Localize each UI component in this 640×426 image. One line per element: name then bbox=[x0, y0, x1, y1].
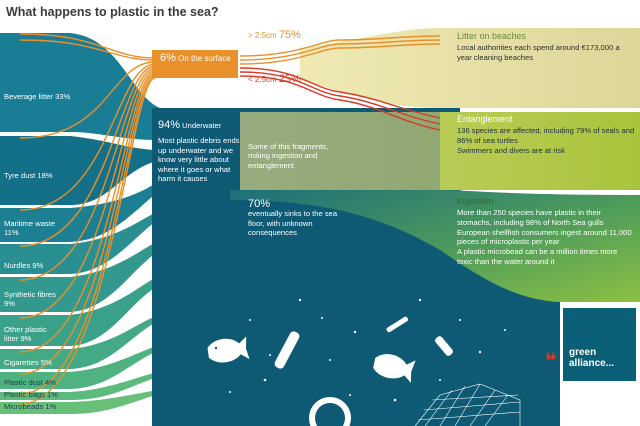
source-label-synthetic: Synthetic fibres 9% bbox=[4, 290, 56, 308]
green-alliance-logo: ❝ green alliance... bbox=[545, 308, 636, 381]
fragment-band bbox=[240, 112, 440, 190]
surface-pct: 6% bbox=[160, 52, 176, 64]
underwater-block: 94% Underwater Most plastic debris ends … bbox=[158, 119, 244, 184]
quote-mark-icon: ❝ bbox=[545, 350, 557, 372]
band-synthetic bbox=[0, 240, 160, 312]
outcome-beaches-band bbox=[300, 28, 640, 108]
outcome-beaches-title: Litter on beaches bbox=[457, 31, 527, 41]
underwater-text: Most plastic debris ends up underwater a… bbox=[158, 136, 240, 184]
sinks-text: eventually sinks to the sea floor, with … bbox=[248, 209, 338, 238]
outcome-ingestion-line-1: More than 250 species have plastic in th… bbox=[457, 208, 604, 227]
source-label-nurdles: Nurdles 9% bbox=[4, 261, 44, 270]
tyre-icon bbox=[309, 397, 351, 426]
logo-line-2: alliance... bbox=[569, 358, 615, 369]
band-bags bbox=[0, 372, 160, 400]
band-microbeads bbox=[0, 390, 160, 414]
outcome-ingestion-line-3: A plastic microbead can be a million tim… bbox=[457, 247, 618, 266]
bottle-icon bbox=[435, 336, 453, 356]
surface-box bbox=[152, 50, 238, 78]
fish-icon bbox=[207, 336, 250, 363]
band-cigarettes bbox=[0, 315, 160, 369]
fish-icon bbox=[373, 354, 416, 383]
outcome-ingestion-title: Ingestion bbox=[457, 196, 494, 206]
surface-text: On the surface bbox=[178, 54, 231, 63]
source-label-beverage: Beverage litter 33% bbox=[4, 92, 71, 101]
split-big-label: > 2.5cm bbox=[248, 31, 277, 40]
band-other bbox=[0, 275, 160, 346]
split-big: > 2.5cm 75% bbox=[248, 29, 301, 41]
source-label-cigarettes: Cigarettes 5% bbox=[4, 358, 52, 367]
surface-label: 6% On the surface bbox=[160, 52, 231, 64]
straw-icon bbox=[386, 316, 409, 333]
fragments-text: Some of this fragments, risking ingestio… bbox=[248, 142, 329, 170]
page-title: What happens to plastic in the sea? bbox=[6, 5, 219, 19]
split-small: < 2.5cm 25% bbox=[248, 73, 301, 85]
source-label-other: Other plastic litter 9% bbox=[4, 325, 47, 343]
net-icon bbox=[414, 383, 521, 426]
outcome-entanglement-title: Entanglement bbox=[457, 114, 513, 124]
sinks-block: 70% eventually sinks to the sea floor, w… bbox=[248, 198, 348, 238]
outcome-ingestion: Ingestion More than 250 species have pla… bbox=[457, 196, 635, 266]
outcome-entanglement: Entanglement 136 species are affected, i… bbox=[457, 114, 635, 155]
split-small-pct: 25% bbox=[278, 73, 301, 85]
band-nurdles bbox=[0, 210, 160, 274]
bottle-icon bbox=[274, 331, 300, 369]
underwater-label: Underwater bbox=[182, 121, 222, 130]
source-label-microbeads: Microbeads 1% bbox=[4, 402, 57, 411]
logo-line-1: green bbox=[569, 347, 597, 358]
outcome-beaches-line: Local authorities each spend around €173… bbox=[457, 43, 620, 62]
sinks-pct: 70% bbox=[248, 198, 271, 210]
band-plasticdust bbox=[0, 345, 160, 389]
source-label-tyre: Tyre dust 18% bbox=[4, 171, 53, 180]
source-label-maritime: Maritime waste 11% bbox=[4, 219, 56, 237]
band-beverage bbox=[0, 33, 160, 140]
underwater-pct: 94% bbox=[158, 119, 181, 131]
outcome-beaches: Litter on beaches Local authorities each… bbox=[457, 31, 635, 62]
source-label-bags: Plastic bags 1% bbox=[4, 390, 59, 399]
split-big-pct: 75% bbox=[278, 29, 301, 41]
outcome-ingestion-line-2: European shellfish consumers ingest arou… bbox=[457, 227, 632, 247]
outcome-ingest-band bbox=[230, 190, 640, 302]
sea-debris bbox=[207, 298, 521, 426]
outcome-entanglement-line-1: 136 species are affected, including 79% … bbox=[457, 126, 635, 145]
source-label-plasticdust: Plastic dust 4% bbox=[4, 378, 56, 387]
surface-flow-lines bbox=[19, 33, 441, 405]
small-flow-lines bbox=[239, 67, 441, 131]
split-small-label: < 2.5cm bbox=[248, 75, 277, 84]
outcome-entanglement-line-2: Swimmers and divers are at risk bbox=[457, 145, 566, 155]
